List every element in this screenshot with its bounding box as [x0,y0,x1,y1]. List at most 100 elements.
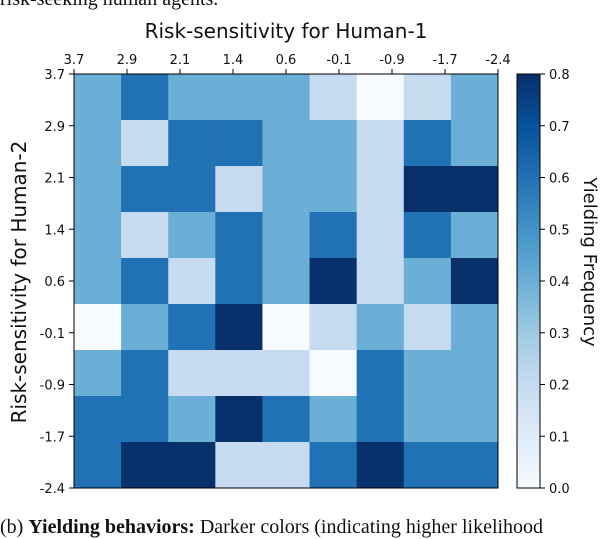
heatmap-cell [356,304,405,351]
heatmap-cell [262,258,311,305]
colorbar-tick-label: 0.8 [549,68,570,83]
heatmap-cell [215,442,263,489]
colorbar-tick-label: 0.1 [549,430,570,445]
heatmap-cell [262,120,311,167]
colorbar [516,73,541,489]
caption-prefix: (b) [0,516,29,538]
caption-rest: Darker colors (indicating higher likelih… [194,516,544,538]
heatmap-cell [450,442,499,489]
heatmap-cell [168,350,216,397]
y-tick-label: 2.9 [44,120,65,135]
heatmap-cell [356,166,405,213]
heatmap-cell [168,258,216,305]
y-tick-label: 1.4 [44,223,65,238]
preceding-text-fragment: risk-seeking human agents. [0,0,610,11]
heatmap-cell [121,258,169,305]
heatmap-cell [215,166,263,213]
heatmap-cell [356,212,405,259]
heatmap-cell [168,212,216,259]
colorbar-tick-label: 0.3 [549,327,570,342]
heatmap-cell [215,304,263,351]
caption-bold: Yielding behaviors: [28,516,195,538]
chart-title: Risk-sensitivity for Human-1 [145,19,428,43]
x-tick-label: 2.9 [117,53,138,68]
heatmap-cell [121,304,169,351]
x-tick-label: 1.4 [223,53,244,68]
heatmap-cell [74,304,122,351]
heatmap-cell [450,304,499,351]
heatmap-cell [168,74,216,121]
heatmap-cell [309,258,358,305]
caption-fragment: (b) Yielding behaviors: Darker colors (i… [0,516,610,539]
heatmap-cell [262,212,311,259]
y-axis-ticks: 3.7 2.9 2.1 1.4 0.6 -0.1 -0.9 -1.7 -2.4 [40,68,74,497]
heatmap-cell [403,442,452,489]
x-tick-label: -1.7 [432,53,457,68]
heatmap-cell [121,120,169,167]
heatmap-cell [74,212,122,259]
colorbar-tick-label: 0.7 [549,120,570,135]
heatmap-cell [74,166,122,213]
heatmap-cells [74,74,499,489]
y-tick-label: -0.9 [40,379,65,394]
y-tick-label: -2.4 [40,482,65,497]
heatmap-cell [121,212,169,259]
heatmap-cell [262,166,311,213]
colorbar-tick-label: 0.4 [549,275,570,290]
heatmap-cell [356,120,405,167]
heatmap-cell [262,396,311,443]
plot-frame [73,73,499,489]
heatmap-cell [74,350,122,397]
heatmap-cell [309,74,358,121]
heatmap-cell [262,74,311,121]
heatmap-cell [74,74,122,121]
heatmap-cell [168,166,216,213]
heatmap-cell [309,442,358,489]
x-tick-label: 0.6 [276,53,297,68]
heatmap-cell [215,350,263,397]
heatmap-cell [168,120,216,167]
x-axis-ticks: 3.7 2.9 2.1 1.4 0.6 -0.1 -0.9 -1.7 -2.4 [64,53,511,74]
heatmap-cell [403,258,452,305]
y-tick-label: -0.1 [40,327,65,342]
heatmap-cell [403,212,452,259]
x-tick-label: 2.1 [170,53,191,68]
x-tick-label: -0.9 [379,53,404,68]
heatmap-cell [74,258,122,305]
y-tick-label: 3.7 [44,68,65,83]
colorbar-label: Yielding Frequency [579,176,600,347]
colorbar-tick-label: 0.0 [549,482,570,497]
y-tick-label: 0.6 [44,275,65,290]
colorbar-ticks: 0.0 0.1 0.2 0.3 0.4 0.5 0.6 0.7 0.8 [540,68,570,497]
heatmap-cell [262,350,311,397]
heatmap-cell [121,166,169,213]
x-tick-label: -0.1 [326,53,351,68]
heatmap-cell [403,350,452,397]
heatmap-cell [403,120,452,167]
heatmap-cell [356,350,405,397]
heatmap-cell [309,120,358,167]
heatmap-cell [121,350,169,397]
heatmap-cell [168,396,216,443]
heatmap-cell [215,258,263,305]
heatmap-cell [356,258,405,305]
y-tick-label: -1.7 [40,430,65,445]
colorbar-tick-label: 0.6 [549,172,570,187]
heatmap-cell [450,212,499,259]
heatmap-cell [309,396,358,443]
heatmap-cell [403,396,452,443]
heatmap-cell [121,442,169,489]
heatmap-cell [309,350,358,397]
heatmap-cell [74,396,122,443]
heatmap-cell [450,74,499,121]
heatmap-cell [356,396,405,443]
heatmap-cell [121,74,169,121]
heatmap-cell [403,74,452,121]
heatmap-cell [309,212,358,259]
heatmap-cell [168,442,216,489]
heatmap-cell [215,396,263,443]
heatmap-cell [403,166,452,213]
heatmap-cell [450,258,499,305]
heatmap-cell [356,74,405,121]
heatmap-cell [262,442,311,489]
